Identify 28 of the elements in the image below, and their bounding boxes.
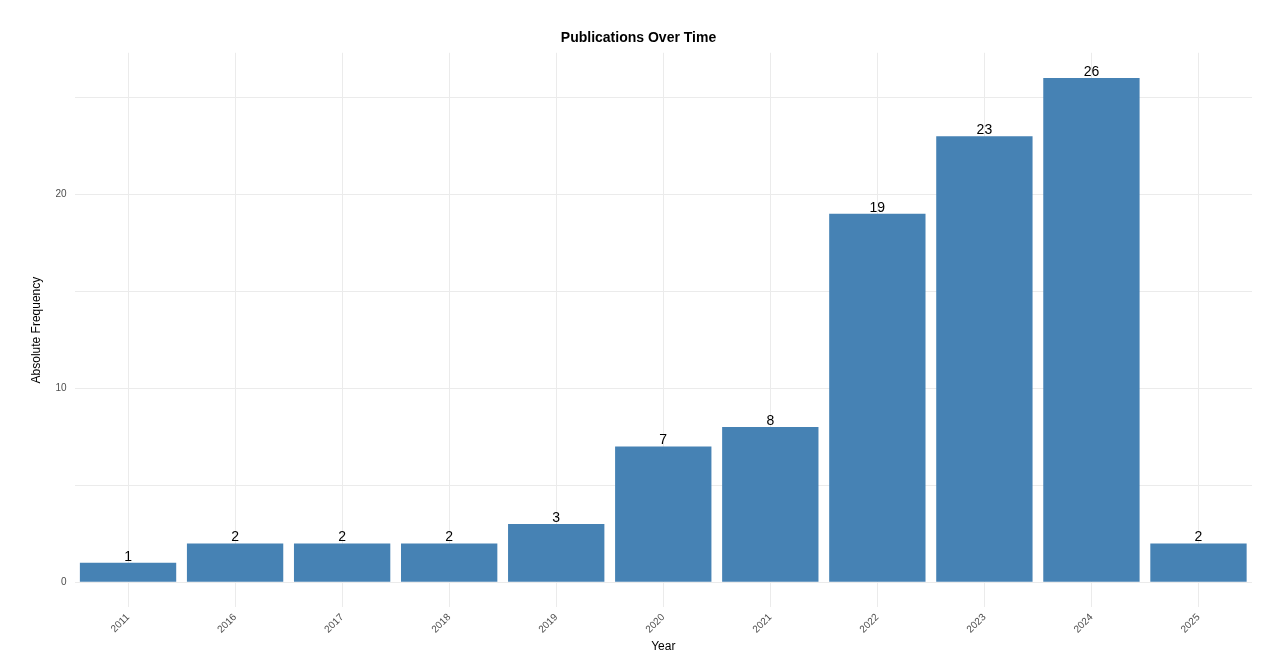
bar — [936, 136, 1033, 582]
data-label: 23 — [976, 121, 993, 138]
data-label: 2 — [338, 528, 347, 545]
data-label: 3 — [552, 508, 561, 525]
bar — [1150, 543, 1247, 582]
bar — [1043, 78, 1140, 582]
y-tick-label: 20 — [55, 188, 67, 200]
y-tick-label: 10 — [55, 382, 67, 394]
data-label: 8 — [766, 411, 775, 428]
bar — [79, 562, 177, 582]
y-tick-label: 0 — [60, 575, 67, 587]
bar — [401, 543, 498, 582]
bar — [508, 524, 605, 582]
x-axis-title: Year — [651, 639, 676, 654]
data-label: 7 — [659, 431, 668, 448]
bar — [829, 213, 926, 582]
bar — [722, 427, 819, 582]
data-label: 2 — [231, 528, 240, 545]
data-label: 19 — [869, 198, 886, 215]
bar — [615, 446, 712, 582]
data-label: 26 — [1083, 62, 1100, 79]
bar — [293, 543, 391, 582]
data-label: 2 — [1194, 528, 1203, 545]
data-label: 2 — [445, 528, 454, 545]
data-label: 1 — [124, 547, 133, 564]
y-axis-title: Absolute Frequency — [28, 276, 43, 384]
chart-title: Publications Over Time — [560, 29, 717, 46]
bar — [186, 543, 284, 582]
